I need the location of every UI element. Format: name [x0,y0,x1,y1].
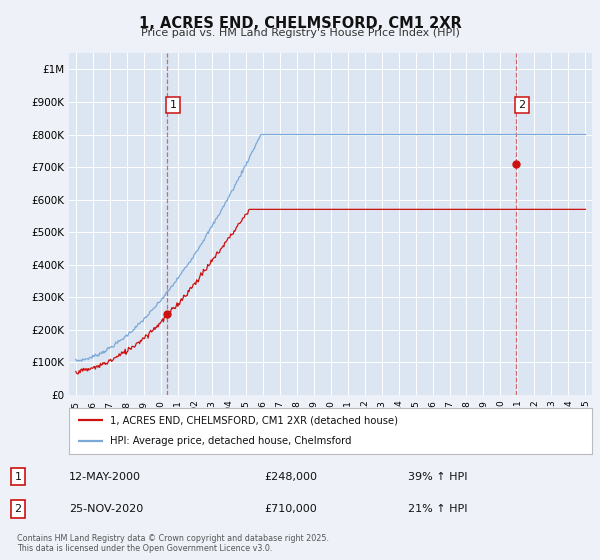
Text: 25-NOV-2020: 25-NOV-2020 [69,504,143,514]
Text: 1: 1 [169,100,176,110]
Text: 21% ↑ HPI: 21% ↑ HPI [408,504,467,514]
Text: 39% ↑ HPI: 39% ↑ HPI [408,472,467,482]
Text: 2: 2 [518,100,526,110]
Text: 1: 1 [14,472,22,482]
Text: 2: 2 [14,504,22,514]
Text: Contains HM Land Registry data © Crown copyright and database right 2025.
This d: Contains HM Land Registry data © Crown c… [17,534,329,553]
Text: £710,000: £710,000 [264,504,317,514]
Text: 1, ACRES END, CHELMSFORD, CM1 2XR: 1, ACRES END, CHELMSFORD, CM1 2XR [139,16,461,31]
Text: 12-MAY-2000: 12-MAY-2000 [69,472,141,482]
Text: HPI: Average price, detached house, Chelmsford: HPI: Average price, detached house, Chel… [110,436,352,446]
Text: Price paid vs. HM Land Registry's House Price Index (HPI): Price paid vs. HM Land Registry's House … [140,28,460,38]
Text: 1, ACRES END, CHELMSFORD, CM1 2XR (detached house): 1, ACRES END, CHELMSFORD, CM1 2XR (detac… [110,415,398,425]
Text: £248,000: £248,000 [264,472,317,482]
